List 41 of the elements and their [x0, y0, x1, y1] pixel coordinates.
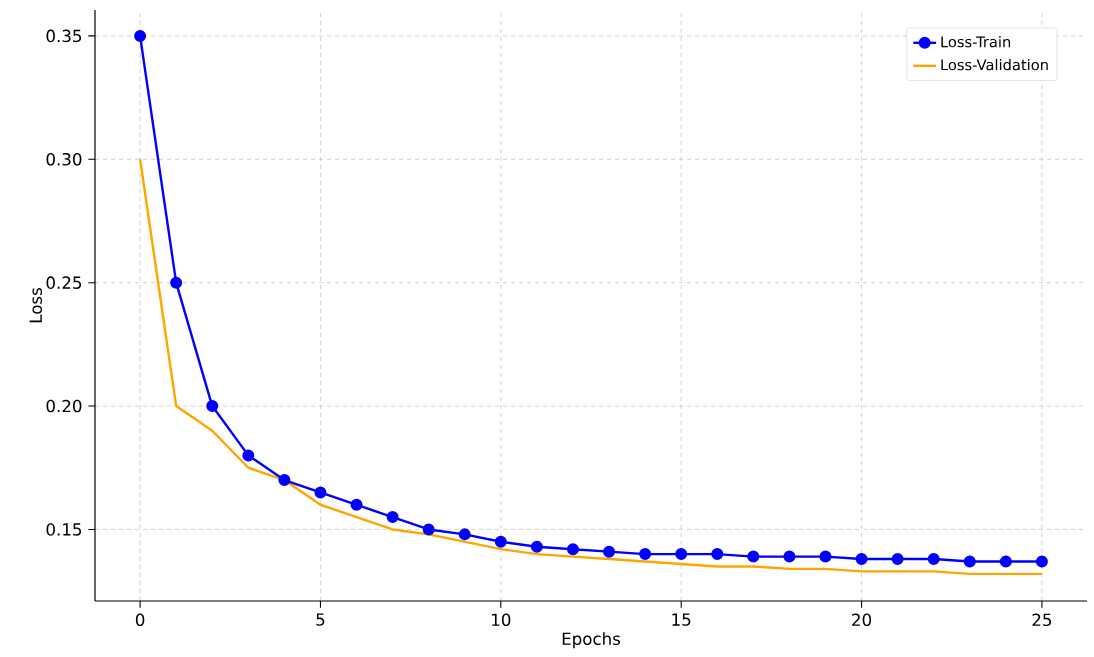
y-tick-label: 0.20 [46, 399, 82, 413]
point [422, 523, 435, 536]
point [206, 400, 219, 413]
point [386, 511, 399, 524]
y-tick-label: 0.30 [46, 152, 82, 166]
point [603, 545, 616, 558]
point [639, 548, 652, 561]
point [566, 543, 579, 556]
point [1035, 555, 1048, 568]
point [927, 553, 940, 566]
point [747, 550, 760, 563]
point [999, 555, 1012, 568]
point [134, 29, 147, 42]
point [242, 449, 255, 462]
legend-label: Loss-Validation [941, 58, 1048, 71]
point [494, 535, 507, 548]
point [891, 553, 904, 566]
point [711, 548, 724, 561]
point [675, 548, 688, 561]
y-axis-title: Loss [29, 288, 43, 323]
point [819, 550, 832, 563]
y-tick-label: 0.15 [46, 523, 82, 536]
x-tick-label: 5 [316, 613, 325, 626]
point [458, 528, 471, 541]
point [855, 553, 868, 566]
x-tick-label: 15 [672, 613, 691, 626]
point [350, 498, 363, 511]
legend-label: Loss-Train [941, 35, 1011, 48]
point [278, 474, 291, 487]
x-tick-label: 0 [135, 613, 145, 627]
x-tick-label: 25 [1032, 613, 1052, 627]
point [170, 276, 183, 289]
x-axis-title: Epochs [562, 632, 621, 649]
x-tick-label: 10 [492, 613, 511, 627]
point [314, 486, 327, 499]
y-tick-label: 0.35 [46, 29, 82, 43]
point [783, 550, 796, 563]
point [530, 540, 543, 553]
point [963, 555, 976, 568]
y-tick-label: 0.25 [46, 276, 82, 289]
x-tick-label: 20 [852, 613, 872, 627]
